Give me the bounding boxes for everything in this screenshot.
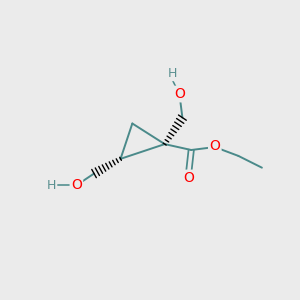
Text: H: H	[47, 179, 56, 192]
Text: O: O	[71, 178, 82, 192]
Text: O: O	[209, 139, 220, 153]
Text: O: O	[183, 171, 194, 185]
Text: O: O	[174, 87, 185, 101]
Text: H: H	[167, 67, 177, 80]
